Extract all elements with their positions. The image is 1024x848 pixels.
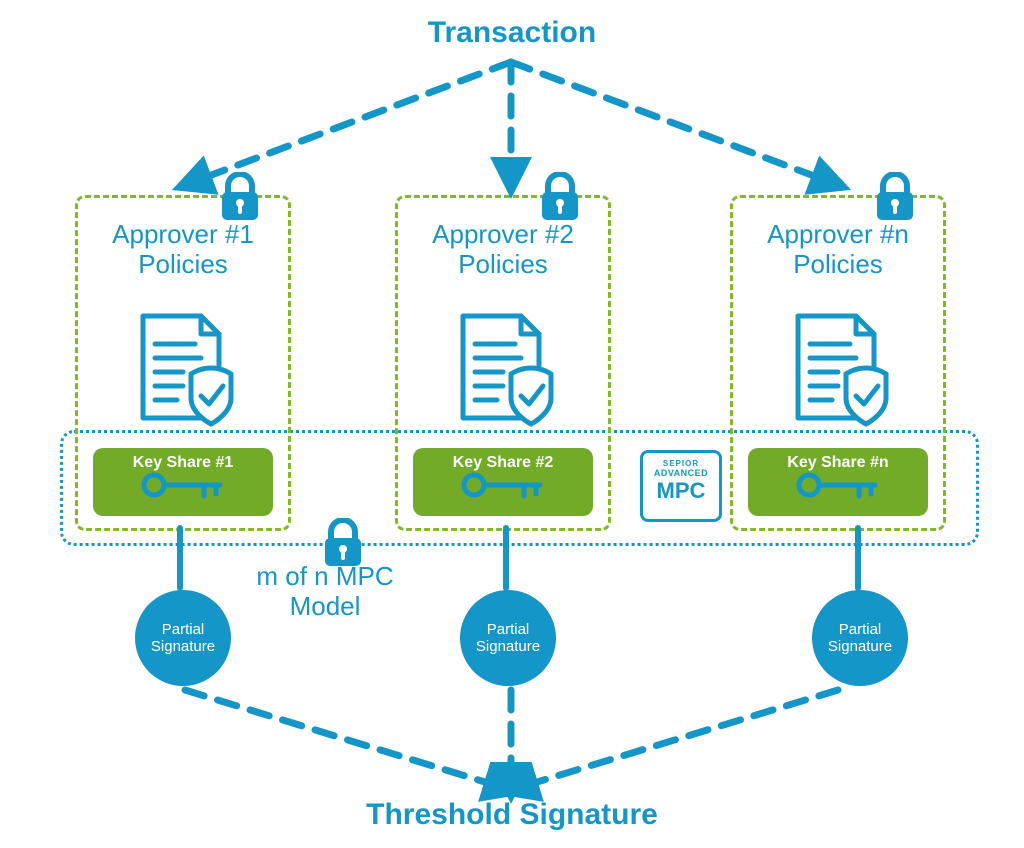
arrows-layer: [0, 0, 1024, 848]
